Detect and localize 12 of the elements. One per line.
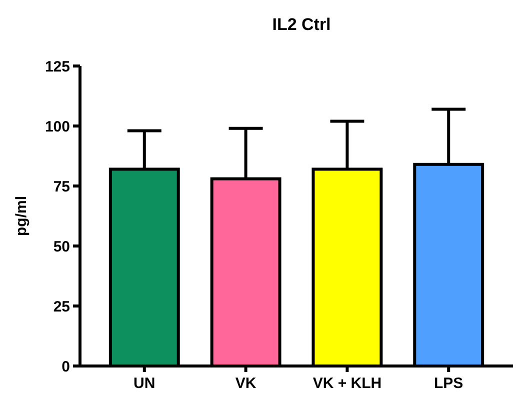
x-tick-label: UN — [134, 375, 156, 392]
y-axis-title: pg/ml — [13, 196, 30, 236]
y-tick-label: 50 — [53, 238, 70, 256]
y-tick-label: 125 — [44, 58, 70, 76]
chart-title: IL2 Ctrl — [272, 15, 331, 34]
x-tick-label: LPS — [434, 375, 464, 392]
x-tick-label: VK — [235, 375, 256, 392]
y-tick-label: 100 — [44, 118, 70, 136]
y-tick-label: 75 — [53, 178, 70, 196]
x-tick-label: VK + KLH — [312, 375, 382, 392]
y-tick-label: 25 — [53, 298, 70, 316]
y-tick-label: 0 — [62, 358, 70, 376]
